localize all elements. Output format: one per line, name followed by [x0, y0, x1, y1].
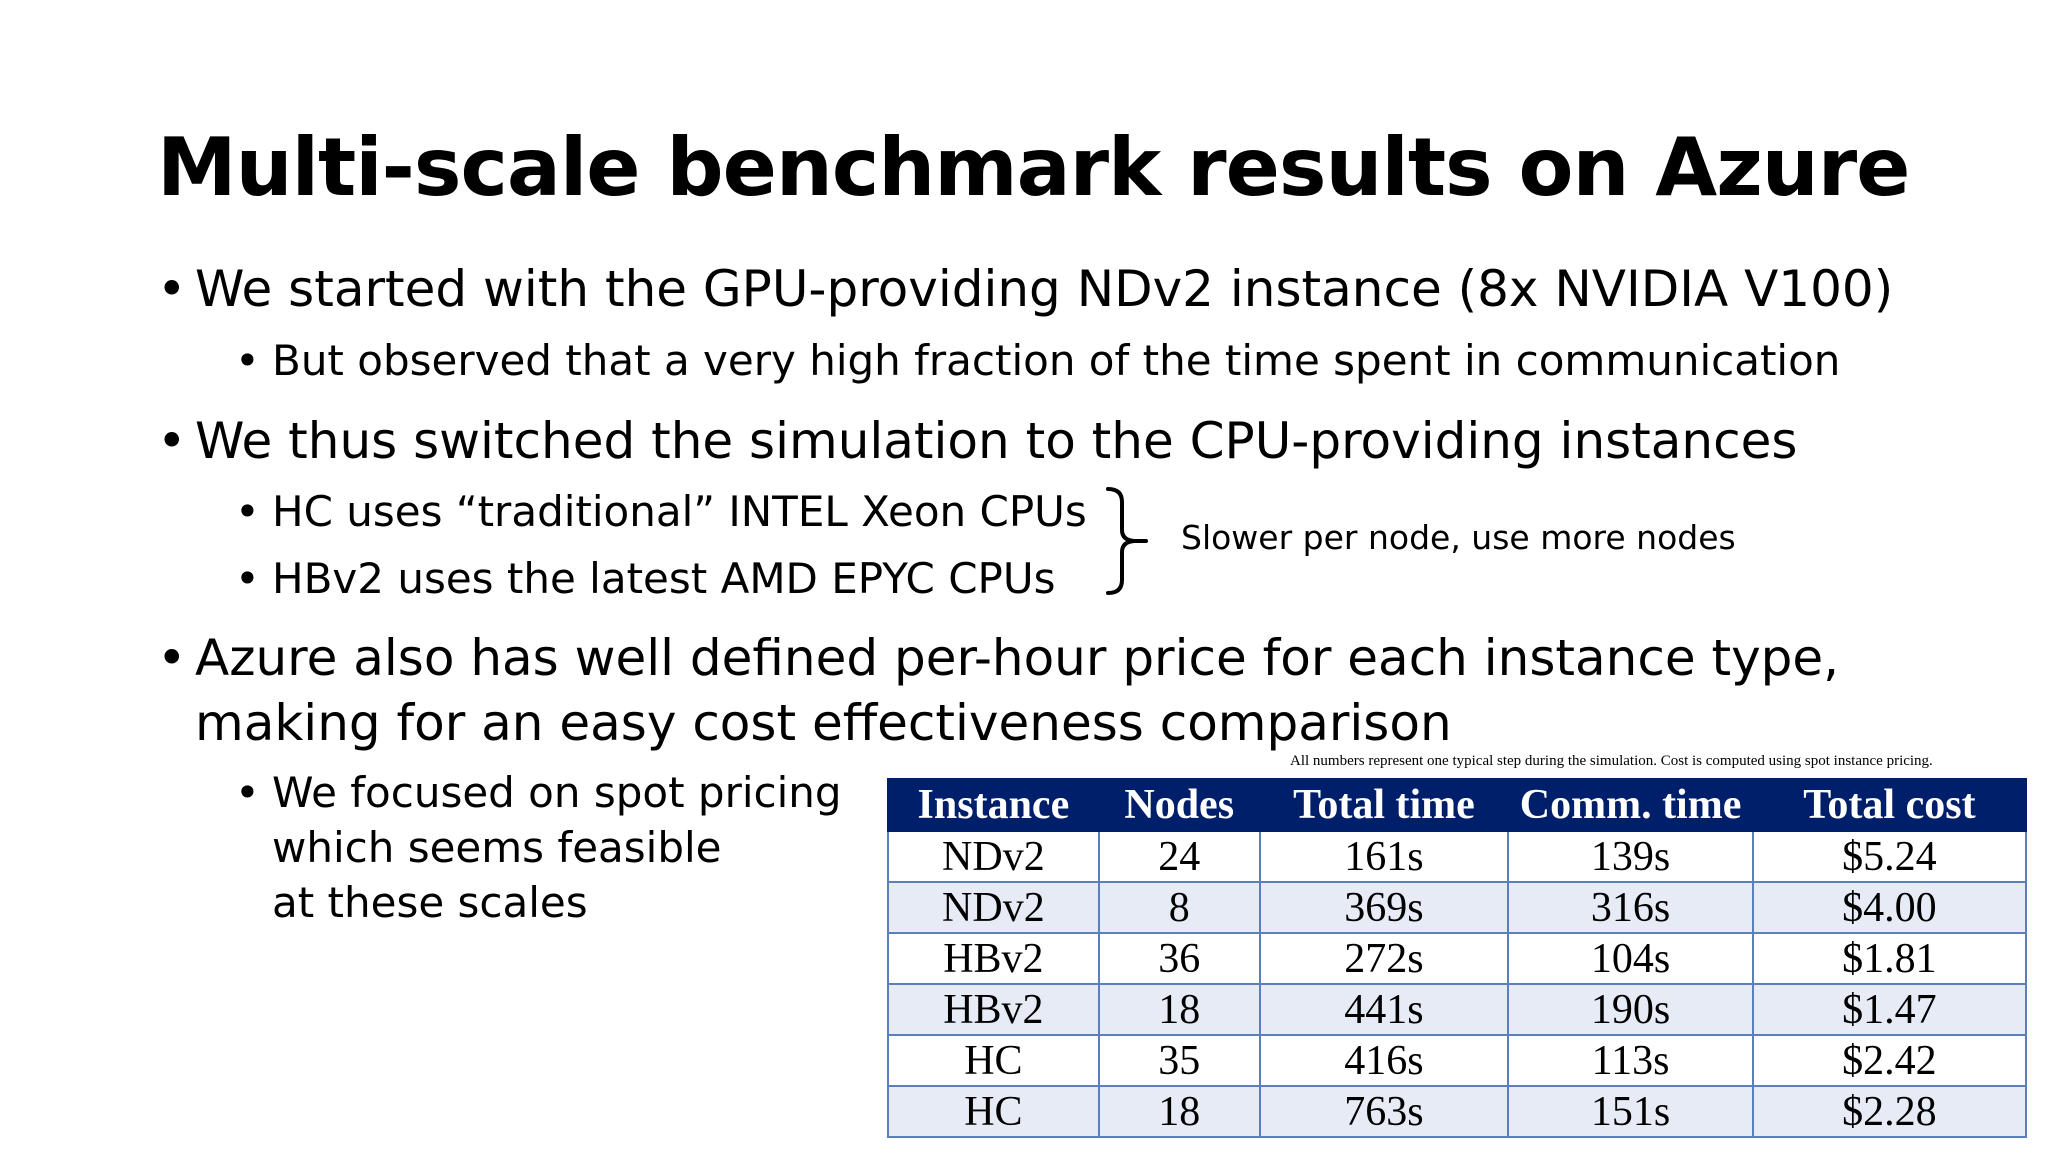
header-nodes: Nodes	[1097, 778, 1261, 832]
cell-total-cost: $4.00	[1751, 881, 2028, 934]
right-brace-icon	[1106, 487, 1148, 595]
bullet-text: But observed that a very high fraction o…	[272, 336, 1841, 385]
bullet-marker: •	[235, 487, 260, 536]
slide-title: Multi-scale benchmark results on Azure	[157, 121, 1910, 214]
bullet-marker: •	[157, 260, 187, 318]
cell-nodes: 36	[1097, 932, 1261, 985]
cell-comm-time: 190s	[1507, 983, 1754, 1036]
cell-nodes: 18	[1097, 983, 1261, 1036]
bullet-text-line2: making for an easy cost effectiveness co…	[195, 694, 1452, 752]
bullet-marker: •	[235, 768, 260, 817]
cell-nodes: 8	[1097, 881, 1261, 934]
bullet-text-line1: We focused on spot pricing	[272, 768, 842, 817]
table-row: HBv2 36 272s 104s $1.81	[887, 932, 2028, 985]
bullet-marker: •	[235, 554, 260, 603]
bullet-marker: •	[235, 336, 260, 385]
table-row: HC 18 763s 151s $2.28	[887, 1085, 2028, 1138]
cell-total-cost: $5.24	[1751, 830, 2028, 883]
table-header-row: Instance Nodes Total time Comm. time Tot…	[887, 778, 2028, 832]
table-footnote: All numbers represent one typical step d…	[1290, 753, 1933, 769]
table-row: NDv2 8 369s 316s $4.00	[887, 881, 2028, 934]
cell-total-time: 416s	[1258, 1034, 1510, 1087]
table-row: HC 35 416s 113s $2.42	[887, 1034, 2028, 1087]
cell-instance: HBv2	[887, 932, 1100, 985]
header-comm-time: Comm. time	[1507, 778, 1754, 832]
bullet-marker: •	[157, 629, 187, 687]
cell-comm-time: 139s	[1507, 830, 1754, 883]
cell-total-cost: $2.28	[1751, 1085, 2028, 1138]
cell-total-time: 763s	[1258, 1085, 1510, 1138]
cell-nodes: 35	[1097, 1034, 1261, 1087]
bullet-text-line1: Azure also has well defined per-hour pri…	[195, 629, 1840, 687]
cell-total-cost: $1.81	[1751, 932, 2028, 985]
cell-comm-time: 151s	[1507, 1085, 1754, 1138]
bullet-text: We started with the GPU-providing NDv2 i…	[195, 260, 1894, 318]
bullet-marker: •	[157, 412, 187, 470]
header-total-cost: Total cost	[1751, 778, 2028, 832]
bullet-text-line3: at these scales	[272, 878, 588, 927]
cell-comm-time: 316s	[1507, 881, 1754, 934]
bullet-text: HC uses “traditional” INTEL Xeon CPUs	[272, 487, 1087, 536]
benchmark-results-table: Instance Nodes Total time Comm. time Tot…	[887, 778, 2028, 1138]
header-instance: Instance	[887, 778, 1100, 832]
cell-comm-time: 113s	[1507, 1034, 1754, 1087]
cell-total-time: 272s	[1258, 932, 1510, 985]
cell-total-time: 161s	[1258, 830, 1510, 883]
cpu-brace-note: Slower per node, use more nodes	[1181, 518, 1736, 557]
cell-total-time: 369s	[1258, 881, 1510, 934]
cell-instance: HC	[887, 1034, 1100, 1087]
header-total-time: Total time	[1258, 778, 1510, 832]
table-row: NDv2 24 161s 139s $5.24	[887, 830, 2028, 883]
cell-instance: NDv2	[887, 830, 1100, 883]
cell-instance: HBv2	[887, 983, 1100, 1036]
cell-nodes: 24	[1097, 830, 1261, 883]
bullet-text: We thus switched the simulation to the C…	[195, 412, 1798, 470]
cell-comm-time: 104s	[1507, 932, 1754, 985]
cell-instance: NDv2	[887, 881, 1100, 934]
cell-instance: HC	[887, 1085, 1100, 1138]
bullet-text-line2: which seems feasible	[272, 823, 722, 872]
table-row: HBv2 18 441s 190s $1.47	[887, 983, 2028, 1036]
cell-total-cost: $2.42	[1751, 1034, 2028, 1087]
cell-total-time: 441s	[1258, 983, 1510, 1036]
bullet-text: HBv2 uses the latest AMD EPYC CPUs	[272, 554, 1056, 603]
cell-total-cost: $1.47	[1751, 983, 2028, 1036]
cell-nodes: 18	[1097, 1085, 1261, 1138]
